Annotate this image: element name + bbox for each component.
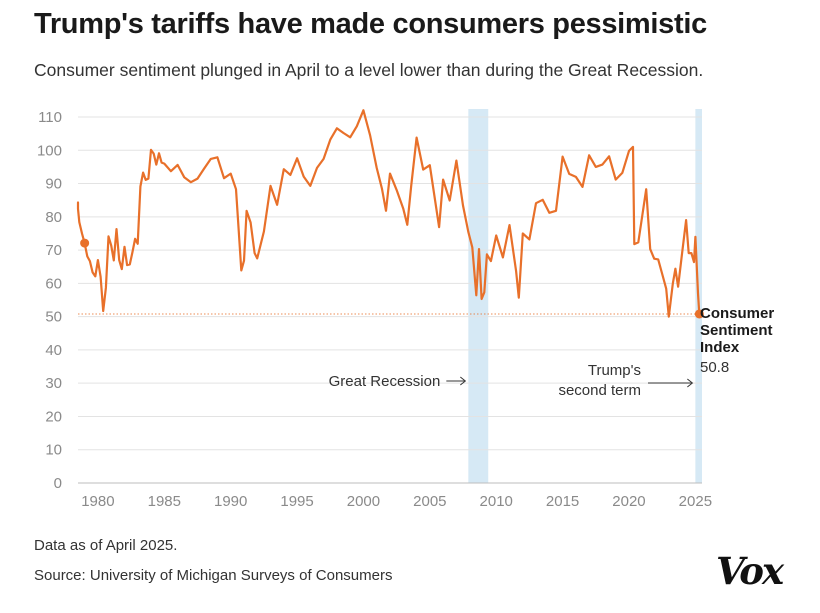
- x-tick-label: 2025: [679, 493, 712, 510]
- shaded-period-0: [468, 109, 489, 483]
- y-tick-label: 100: [37, 142, 62, 159]
- chart-title: Trump's tariffs have made consumers pess…: [34, 8, 707, 40]
- x-tick-label: 1990: [214, 493, 247, 510]
- data-as-of-note: Data as of April 2025.: [34, 537, 178, 554]
- source-note: Source: University of Michigan Surveys o…: [34, 567, 393, 584]
- y-tick-label: 30: [45, 375, 62, 392]
- y-tick-label: 50: [45, 309, 62, 326]
- y-tick-label: 70: [45, 242, 62, 259]
- chart-subtitle: Consumer sentiment plunged in April to a…: [34, 60, 704, 80]
- start-point-marker: [80, 238, 90, 248]
- annotation-trump-second-term: Trump's: [588, 362, 641, 379]
- x-tick-label: 2015: [546, 493, 579, 510]
- y-tick-label: 60: [45, 275, 62, 292]
- chart-labels: 0 10 20 30 40 50 60 70 80 90 100 110 1980 1985 1990 199…: [37, 109, 774, 510]
- series-layer: [76, 109, 704, 319]
- y-tick-label: 40: [45, 342, 62, 359]
- y-tick-label: 80: [45, 209, 62, 226]
- x-tick-label: 1980: [81, 493, 114, 510]
- annotation-trump-second-term: second term: [558, 382, 641, 399]
- y-tick-label: 110: [38, 109, 62, 126]
- x-tick-label: 1995: [280, 493, 313, 510]
- series-name-label: Index: [700, 339, 740, 356]
- series-last-value-label: 50.8: [700, 359, 729, 376]
- gridlines: [78, 116, 702, 484]
- arrowhead-trump-second-term: [687, 378, 694, 388]
- vox-logo: Vox: [716, 549, 784, 593]
- annotation-great-recession: Great Recession: [329, 373, 441, 390]
- y-tick-label: 90: [45, 176, 62, 193]
- y-tick-label: 0: [54, 475, 62, 492]
- x-tick-label: 2005: [413, 493, 446, 510]
- series-name-label: Sentiment: [700, 322, 773, 339]
- x-tick-label: 1985: [148, 493, 181, 510]
- series-line-consumer-sentiment: [76, 109, 701, 318]
- series-name-label: Consumer: [700, 305, 774, 322]
- x-tick-label: 2020: [612, 493, 645, 510]
- arrowhead-great-recession: [460, 376, 467, 386]
- y-tick-label: 20: [45, 408, 62, 425]
- end-point-marker: [694, 309, 704, 319]
- x-tick-label: 2010: [480, 493, 513, 510]
- x-tick-label: 2000: [347, 493, 380, 510]
- y-tick-label: 10: [45, 442, 62, 459]
